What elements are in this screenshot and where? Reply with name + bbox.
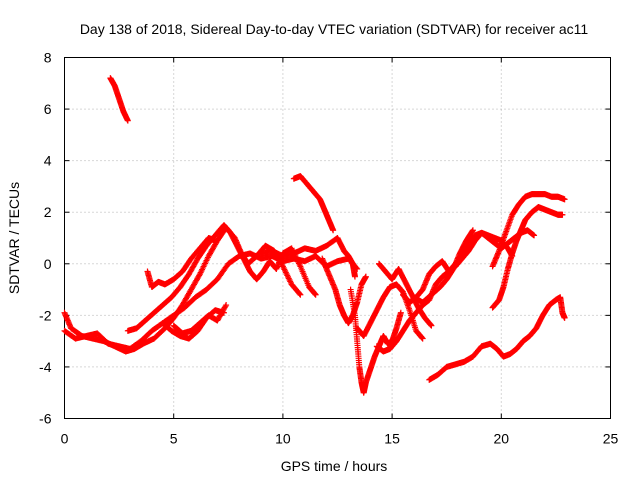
data-points: [61, 75, 568, 396]
x-tick-label: 10: [275, 431, 291, 447]
series-track-10: [319, 255, 369, 327]
series-track-4: [124, 222, 319, 334]
data-point: [362, 273, 369, 280]
series-track-1: [107, 75, 131, 124]
y-axis-label: SDTVAR / TECUs: [6, 182, 22, 294]
data-point: [124, 117, 131, 124]
data-point: [419, 335, 426, 342]
y-tick-label: -4: [39, 359, 52, 375]
series-track-18: [489, 191, 568, 270]
y-tick-label: 2: [44, 204, 52, 220]
series-track-7: [170, 302, 230, 337]
series-track-9: [258, 235, 358, 280]
data-point: [397, 309, 404, 316]
chart-title: Day 138 of 2018, Sidereal Day-to-day VTE…: [80, 21, 589, 37]
y-tick-label: -6: [39, 411, 52, 427]
axis-ticks: 0 5 10 15 20 25 -6 -4 -2 0 2 4 6 8: [39, 50, 618, 447]
data-point: [561, 196, 568, 203]
series-track-17: [489, 204, 566, 311]
y-tick-label: 4: [44, 153, 52, 169]
data-point: [297, 291, 304, 298]
x-tick-label: 25: [603, 431, 619, 447]
data-point: [212, 237, 219, 244]
x-axis-label: GPS time / hours: [281, 458, 388, 474]
x-tick-label: 20: [494, 431, 510, 447]
data-point: [222, 303, 229, 310]
series-track-5: [144, 235, 219, 290]
data-point: [351, 273, 358, 280]
series-track-2: [61, 250, 361, 352]
plot-frame: [64, 57, 611, 419]
y-tick-label: 8: [44, 50, 52, 66]
data-point: [330, 227, 337, 234]
y-tick-label: 0: [44, 256, 52, 272]
data-point: [296, 290, 303, 297]
data-point: [469, 227, 476, 234]
x-tick-label: 5: [170, 431, 178, 447]
data-point: [223, 302, 230, 309]
x-tick-label: 0: [61, 431, 69, 447]
data-point: [531, 232, 538, 239]
y-tick-label: -2: [39, 307, 52, 323]
data-point: [428, 322, 435, 329]
data-point: [561, 314, 568, 321]
series-track-8: [290, 173, 337, 234]
series-track-16: [410, 227, 476, 306]
series-track-19: [426, 294, 568, 383]
y-tick-label: 6: [44, 101, 52, 117]
data-point: [559, 211, 566, 218]
data-point: [312, 291, 319, 298]
x-tick-label: 15: [384, 431, 400, 447]
